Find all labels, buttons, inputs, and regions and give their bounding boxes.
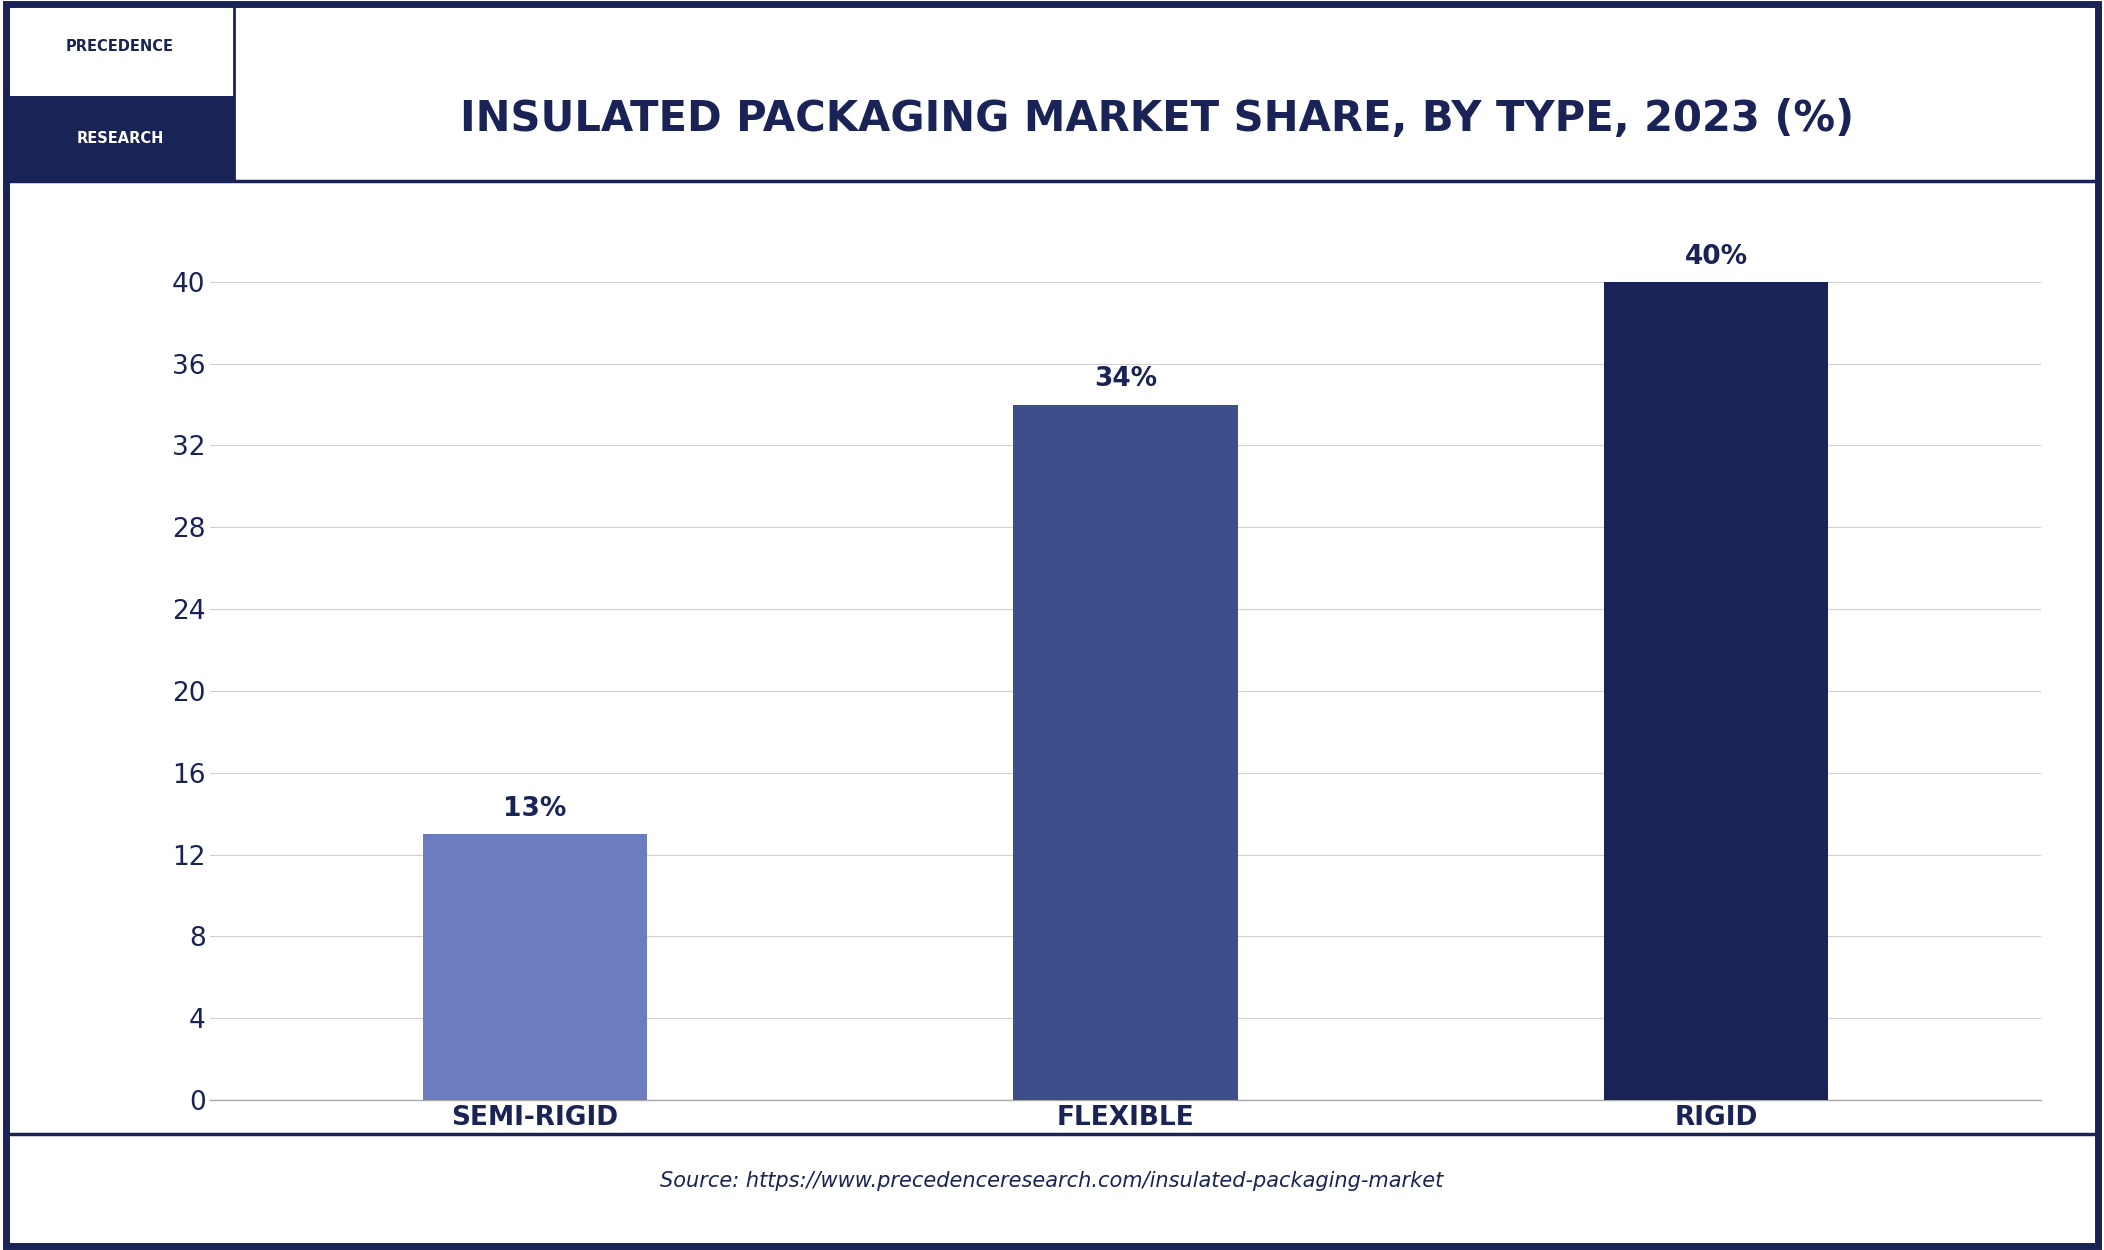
Bar [1603, 281, 1828, 1100]
Bar [1014, 405, 1237, 1100]
Bar [6, 96, 234, 181]
Bar [423, 834, 648, 1100]
Text: INSULATED PACKAGING MARKET SHARE, BY TYPE, 2023 (%): INSULATED PACKAGING MARKET SHARE, BY TYP… [461, 98, 1854, 140]
Text: Source: https://www.precedenceresearch.com/insulated-packaging-market: Source: https://www.precedenceresearch.c… [661, 1171, 1443, 1191]
Text: PRECEDENCE: PRECEDENCE [65, 39, 175, 54]
Text: RESEARCH: RESEARCH [76, 131, 164, 146]
Bar [6, 4, 234, 96]
Text: 40%: 40% [1685, 244, 1748, 270]
Text: 34%: 34% [1094, 366, 1157, 392]
Text: 13%: 13% [503, 796, 566, 821]
